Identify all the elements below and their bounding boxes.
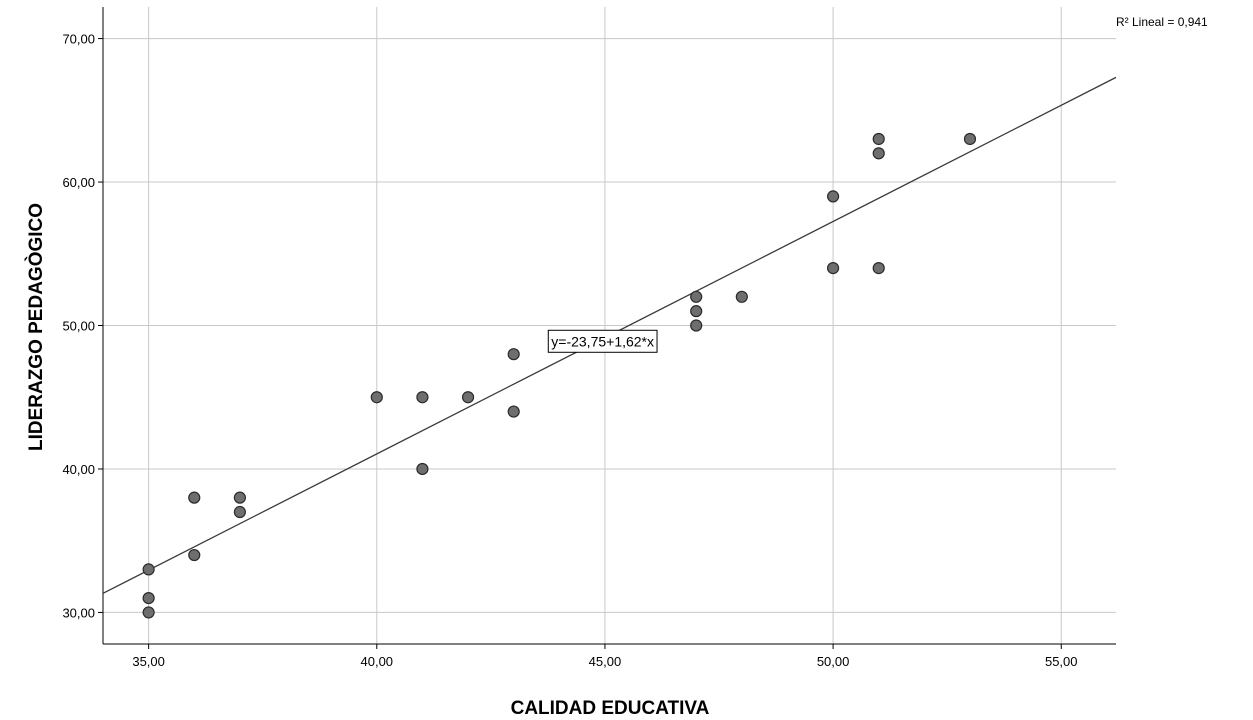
data-point-12 [507,348,520,361]
axes [98,7,1116,649]
data-point-16 [735,290,748,303]
y-tick-label-4: 70,00 [62,32,95,47]
r-squared-label: R² Lineal = 0,941 [1116,15,1208,29]
x-tick-label-0: 35,00 [132,654,165,669]
y-tick-label-0: 30,00 [62,605,95,620]
data-point-18 [826,190,840,203]
x-tick-label-3: 50,00 [817,654,850,669]
y-tick-label-3: 60,00 [62,175,95,190]
x-axis-title: CALIDAD EDUCATIVA [511,698,710,719]
data-point-13 [690,319,703,332]
data-point-11 [507,405,520,418]
y-tick-label-1: 40,00 [62,462,95,477]
data-point-7 [370,391,383,404]
data-point-9 [416,391,429,404]
y-tick-labels: 30,00 40,00 50,00 60,00 70,00 [62,32,95,621]
data-point-20 [872,147,885,160]
data-point-10 [461,391,475,404]
data-point-0 [142,606,155,619]
data-point-3 [188,548,201,562]
x-tick-label-1: 40,00 [361,654,394,669]
data-point-22 [963,132,977,146]
data-point-17 [826,262,840,275]
y-axis-title: LIDERAZGO PEDAGÒGICO [25,203,47,451]
equation-text: y=-23,75+1,62*x [551,333,654,349]
y-tick-label-2: 50,00 [62,319,95,334]
data-point-14 [690,305,703,318]
data-point-21 [872,132,885,146]
data-point-5 [233,505,246,519]
equation-label: y=-23,75+1,62*x [547,329,658,353]
x-tick-labels: 35,00 40,00 45,00 50,00 55,00 [132,654,1077,669]
data-point-19 [872,262,885,275]
x-tick-label-4: 55,00 [1045,654,1078,669]
data-points [142,132,977,619]
x-tick-label-2: 45,00 [589,654,622,669]
data-point-1 [142,591,155,605]
equation-box [547,329,658,353]
data-point-2 [142,563,155,576]
data-point-4 [188,491,201,504]
grid-lines [103,7,1116,644]
data-point-8 [416,462,429,476]
data-point-15 [690,290,703,303]
data-point-6 [233,491,246,504]
